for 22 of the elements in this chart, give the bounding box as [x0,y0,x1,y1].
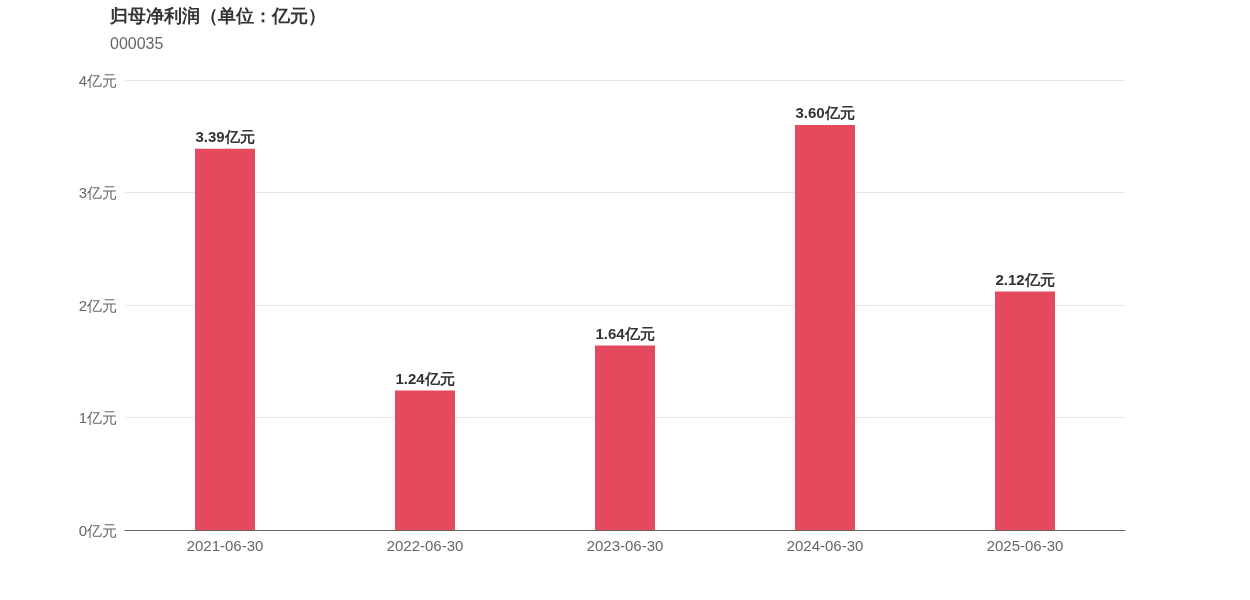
bar [795,125,855,530]
x-tick-label: 2024-06-30 [786,537,864,554]
x-tick-label: 2023-06-30 [586,537,664,554]
data-label: 1.64亿元 [595,324,655,342]
bar [595,345,655,530]
chart-subtitle: 000035 [110,34,164,52]
data-label: 3.60亿元 [795,104,855,121]
y-tick-label: 2亿元 [78,296,117,314]
bar [995,291,1055,530]
y-tick-label: 3亿元 [78,184,117,201]
data-label: 1.24亿元 [395,369,455,387]
data-label: 2.12亿元 [995,270,1055,288]
data-label: 3.39亿元 [195,127,255,145]
chart-title: 归母净利润（单位：亿元） [109,6,326,26]
bar [195,148,255,530]
y-tick-label: 4亿元 [78,71,117,89]
x-tick-label: 2022-06-30 [386,537,464,554]
x-tick-label: 2025-06-30 [986,537,1064,554]
y-tick-label: 1亿元 [78,409,117,426]
x-tick-label: 2021-06-30 [186,537,264,554]
y-tick-label: 0亿元 [78,521,117,539]
bar [395,390,455,530]
